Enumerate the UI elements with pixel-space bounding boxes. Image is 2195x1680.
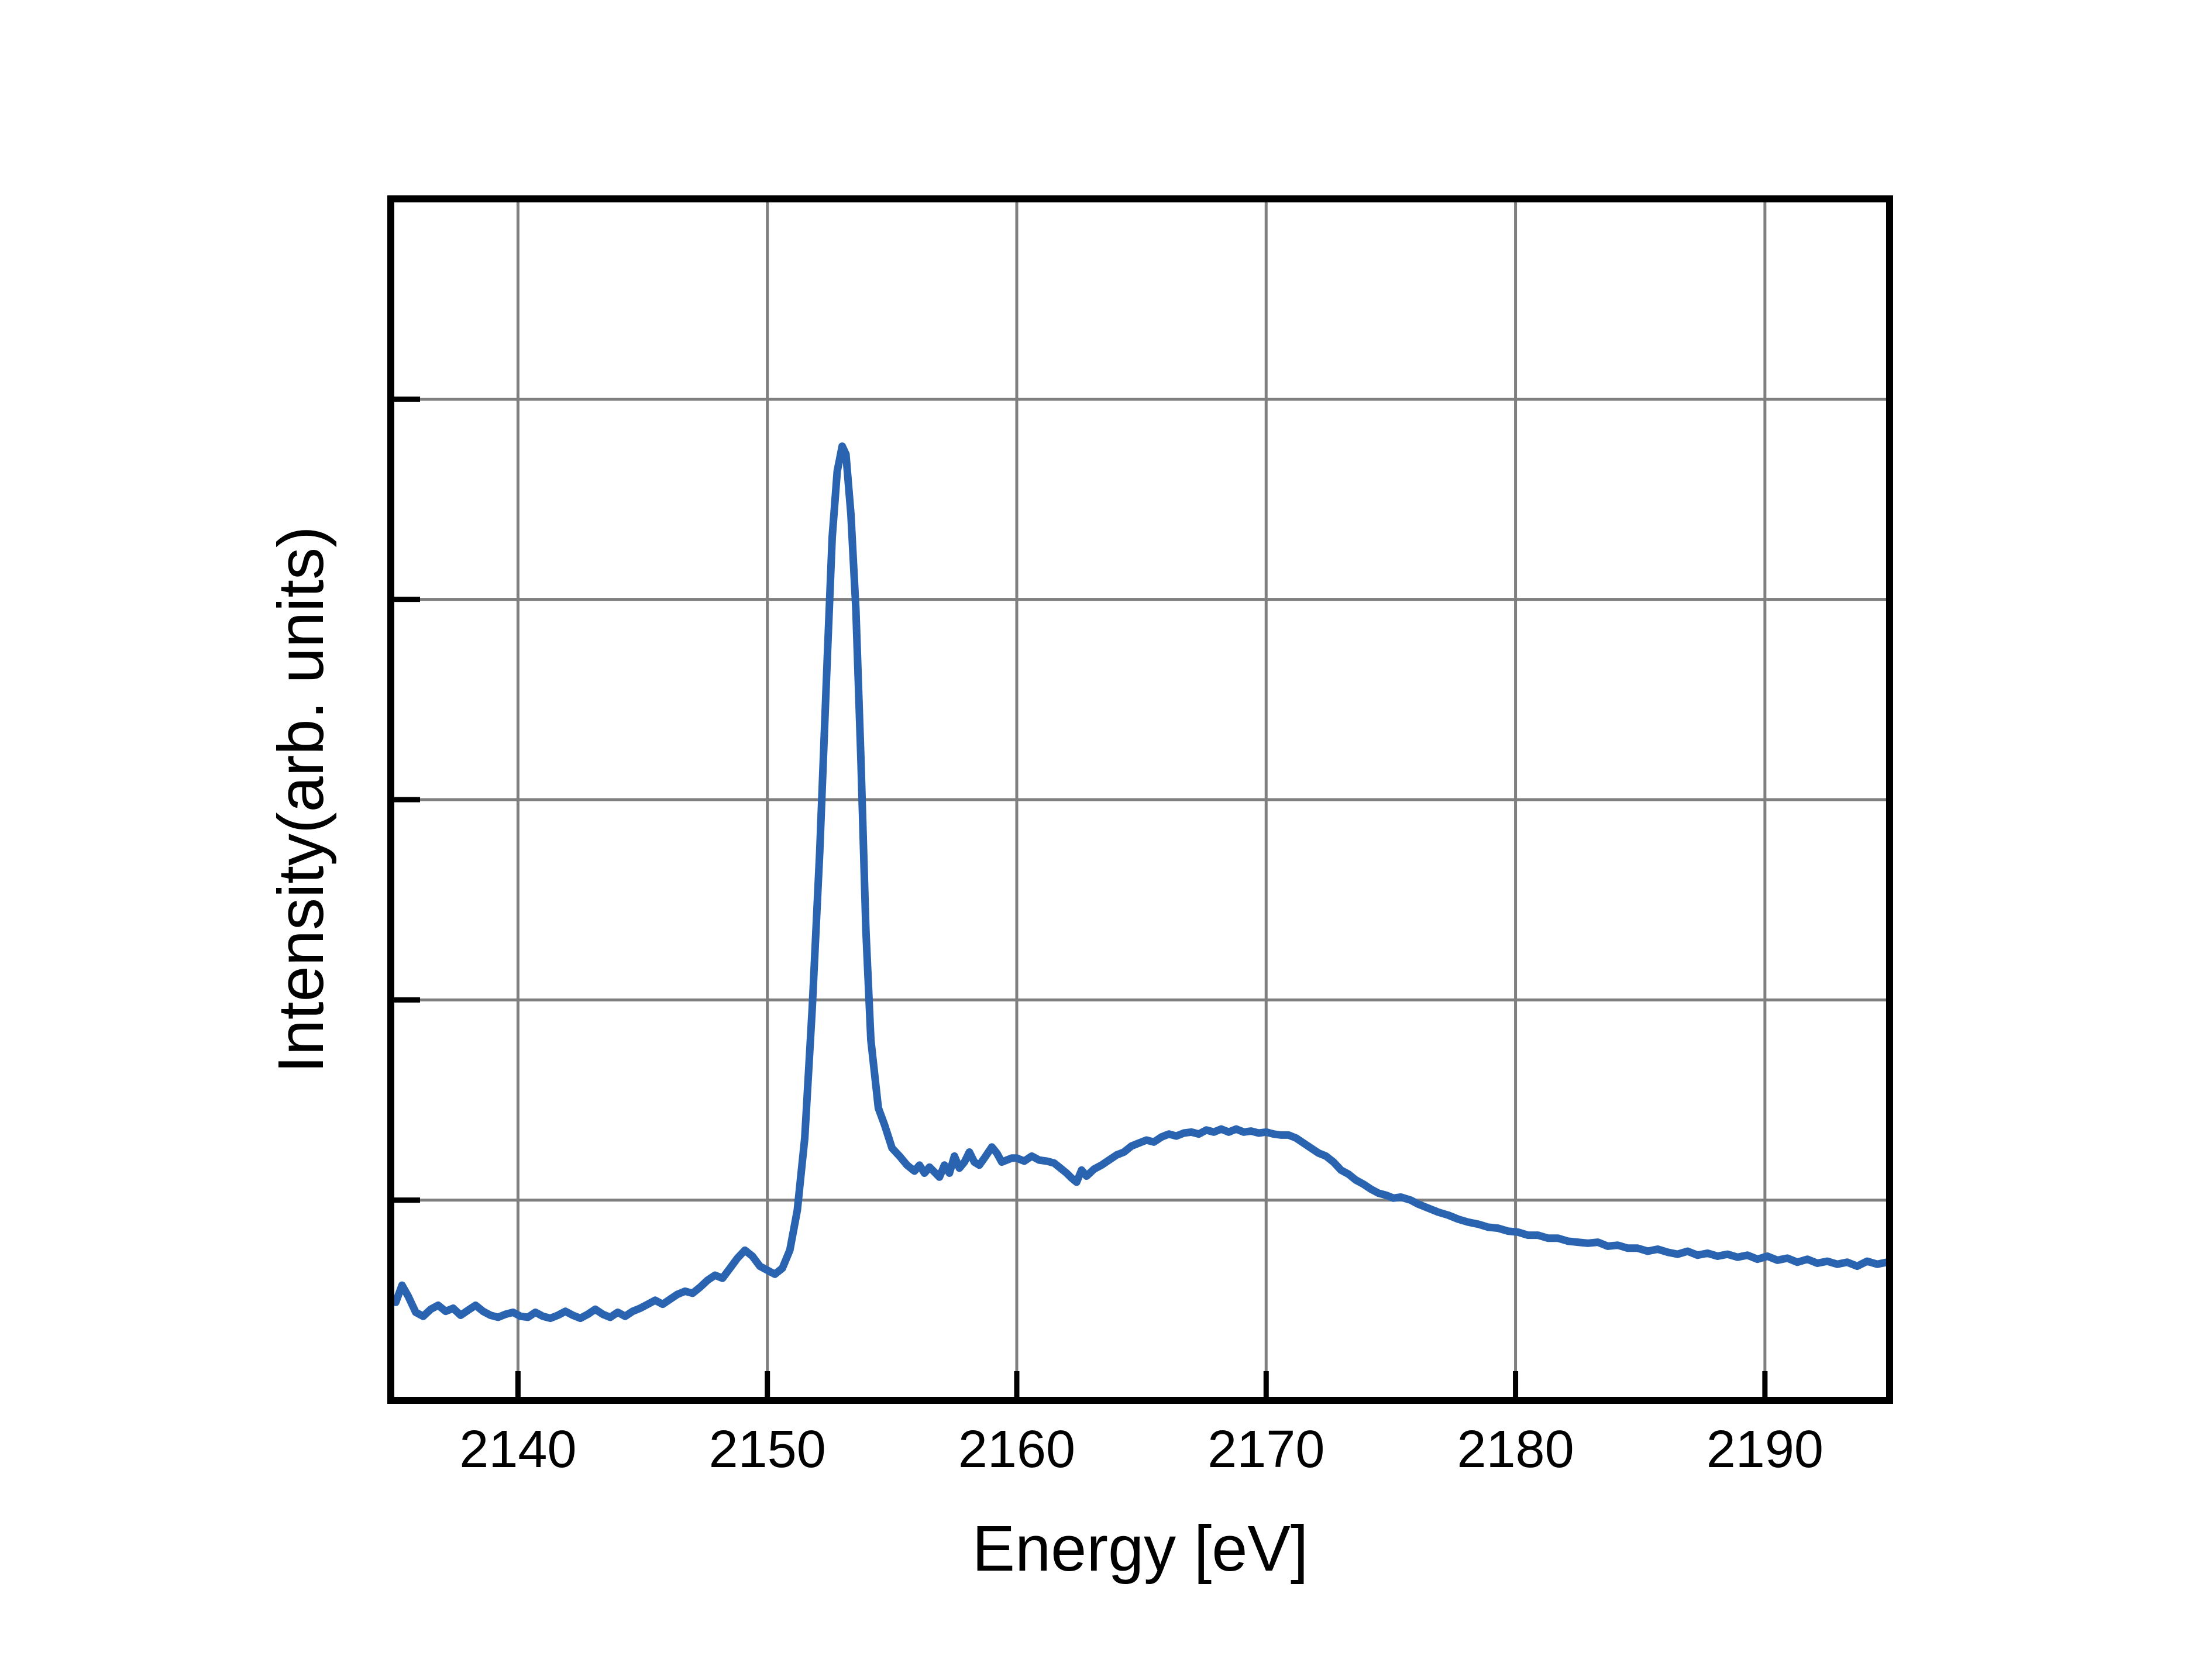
x-tick-labels: 2140 2150 2160 2170 2180 2190 <box>459 1420 1824 1479</box>
series-group <box>387 442 1893 1323</box>
x-tick-label: 2190 <box>1707 1420 1824 1479</box>
x-tick-label: 2180 <box>1457 1420 1574 1479</box>
plot-border <box>387 195 1893 1404</box>
y-axis-title: Intensity(arb. units) <box>265 526 337 1073</box>
gridlines <box>391 199 1890 1400</box>
x-tick-label: 2140 <box>459 1420 576 1479</box>
spectrum-line <box>387 442 1893 1323</box>
axis-ticks <box>392 396 1768 1399</box>
x-tick-label: 2160 <box>958 1420 1075 1479</box>
x-axis-title: Energy [eV] <box>972 1513 1309 1585</box>
x-tick-label: 2170 <box>1207 1420 1324 1479</box>
x-tick-label: 2150 <box>709 1420 826 1479</box>
